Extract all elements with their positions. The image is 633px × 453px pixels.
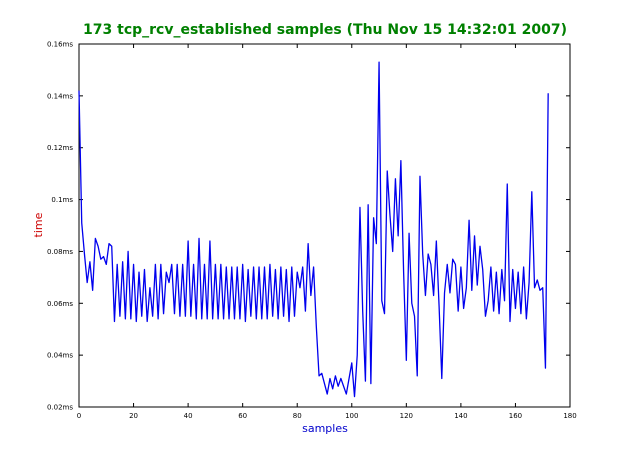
x-tick-label: 100 [345,412,358,420]
x-tick-label: 140 [454,412,467,420]
x-tick-label: 60 [238,412,247,420]
y-tick-label: 0.16ms [47,41,73,49]
x-axis-label: samples [302,422,348,435]
x-tick-label: 120 [400,412,413,420]
y-tick-label: 0.04ms [47,352,73,360]
x-tick-label: 20 [129,412,138,420]
x-tick-label: 40 [184,412,193,420]
y-axis-label: time [32,212,45,237]
y-tick-label: 0.1ms [51,196,73,204]
chart-title: 173 tcp_rcv_established samples (Thu Nov… [83,22,567,38]
y-tick-label: 0.14ms [47,92,73,100]
x-tick-label: 80 [293,412,302,420]
x-tick-label: 180 [563,412,576,420]
series-layer [78,61,549,398]
x-tick-label: 0 [77,412,81,420]
plot-frame [78,43,571,408]
x-axis-ticks: 0 20 40 60 80 100 120 140 160 180 [77,44,577,420]
y-axis-ticks: 0.02ms 0.04ms 0.06ms 0.08ms 0.1ms 0.12ms 0.14m… [47,41,570,412]
x-tick-label: 160 [509,412,522,420]
series-line [78,61,549,398]
y-tick-label: 0.12ms [47,144,73,152]
y-tick-label: 0.06ms [47,300,73,308]
y-tick-label: 0.08ms [47,248,73,256]
y-tick-label: 0.02ms [47,404,73,412]
